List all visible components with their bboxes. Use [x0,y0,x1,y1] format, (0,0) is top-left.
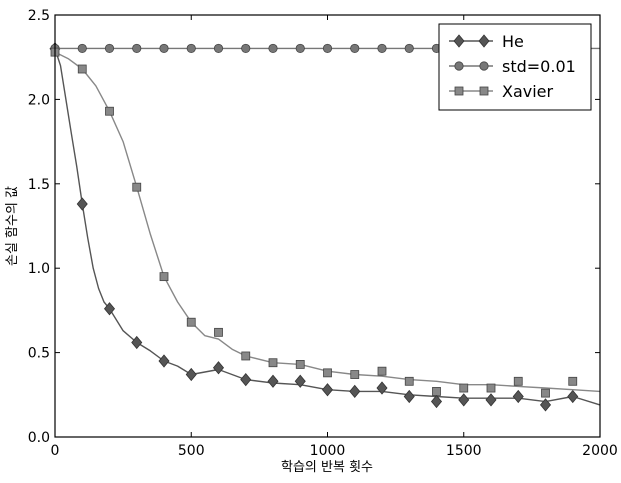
data-point-marker [268,43,278,54]
data-point-marker [295,43,305,54]
data-point-marker [350,43,360,54]
legend-entry: std=0.01 [449,57,576,76]
y-tick-label: 2.5 [28,8,50,24]
data-point-marker [267,374,279,388]
data-point-marker [486,383,496,393]
legend-entries: He std=0.01 Xavier [449,32,576,101]
data-point-marker [213,43,224,54]
data-point-marker [568,376,578,386]
data-point-marker [132,182,142,192]
legend-label: He [502,32,524,51]
data-point-marker [77,64,87,74]
data-point-marker [377,43,387,54]
series-layer [49,42,601,412]
data-point-marker [241,43,251,54]
data-point-marker [159,272,169,282]
legend-marker [478,34,490,48]
data-point-marker [241,351,251,361]
series-line [54,48,601,406]
data-point-marker [132,43,142,54]
data-point-marker [77,43,87,54]
data-point-marker [541,388,550,398]
data-point-marker [404,43,414,54]
series-line [54,51,601,393]
x-tick-label: 0 [51,443,60,459]
legend-marker [454,61,464,71]
data-point-marker [513,376,523,386]
series-he [49,42,601,412]
y-tick-label: 1.0 [28,261,50,277]
legend-entry: He [449,32,524,51]
data-point-marker [376,381,388,395]
data-point-marker [403,389,415,404]
data-point-marker [185,367,197,382]
series-xavier [50,47,601,398]
data-point-marker [294,374,306,388]
data-point-marker [105,106,114,116]
y-tick-label: 2.0 [28,92,50,108]
data-point-marker [268,358,278,368]
data-point-marker [458,393,470,407]
data-point-marker [186,317,196,327]
data-point-marker [103,302,116,316]
data-point-marker [512,389,524,404]
data-point-marker [159,43,169,54]
x-tick-label: 500 [178,443,205,459]
x-tick-label: 2000 [582,443,618,459]
legend-marker [453,34,465,48]
legend-marker [479,61,489,71]
x-axis-label: 학습의 반복 횟수 [281,460,373,475]
data-point-marker [321,383,334,397]
data-point-marker [377,366,387,376]
ticks-layer: 0 500 1000 1500 2000 0.0 0.5 1.0 1.5 2.0 2.5 [28,8,618,459]
legend-box [438,23,592,111]
legend-label: Xavier [502,82,554,101]
data-point-marker [240,372,252,387]
data-point-marker [459,383,469,393]
x-tick-label: 1000 [310,443,346,459]
data-point-marker [214,327,223,337]
data-point-marker [567,389,579,404]
y-tick-label: 0.5 [28,346,50,362]
data-point-marker [212,361,225,375]
y-tick-label: 0.0 [28,430,50,446]
x-tick-label: 1500 [446,443,482,459]
data-point-marker [323,368,332,378]
legend-label: std=0.01 [502,57,576,76]
legend-marker [479,86,489,96]
data-point-marker [76,197,88,211]
data-point-marker [158,354,170,368]
data-point-marker [539,398,552,412]
y-tick-label: 1.5 [28,177,50,193]
legend-entry: Xavier [449,82,554,101]
data-point-marker [186,43,196,54]
data-point-marker [404,376,414,386]
data-point-marker [350,370,360,379]
legend-marker [454,86,464,96]
data-point-marker [430,394,443,409]
data-point-marker [432,387,441,396]
data-point-marker [104,43,115,54]
legend: He std=0.01 Xavier [438,23,592,111]
y-axis-label: 손실 함수의 값 [5,186,20,266]
data-point-marker [322,43,333,54]
data-point-marker [295,360,305,369]
data-point-marker [485,393,497,407]
data-point-marker [131,335,143,350]
data-point-marker [349,384,361,399]
